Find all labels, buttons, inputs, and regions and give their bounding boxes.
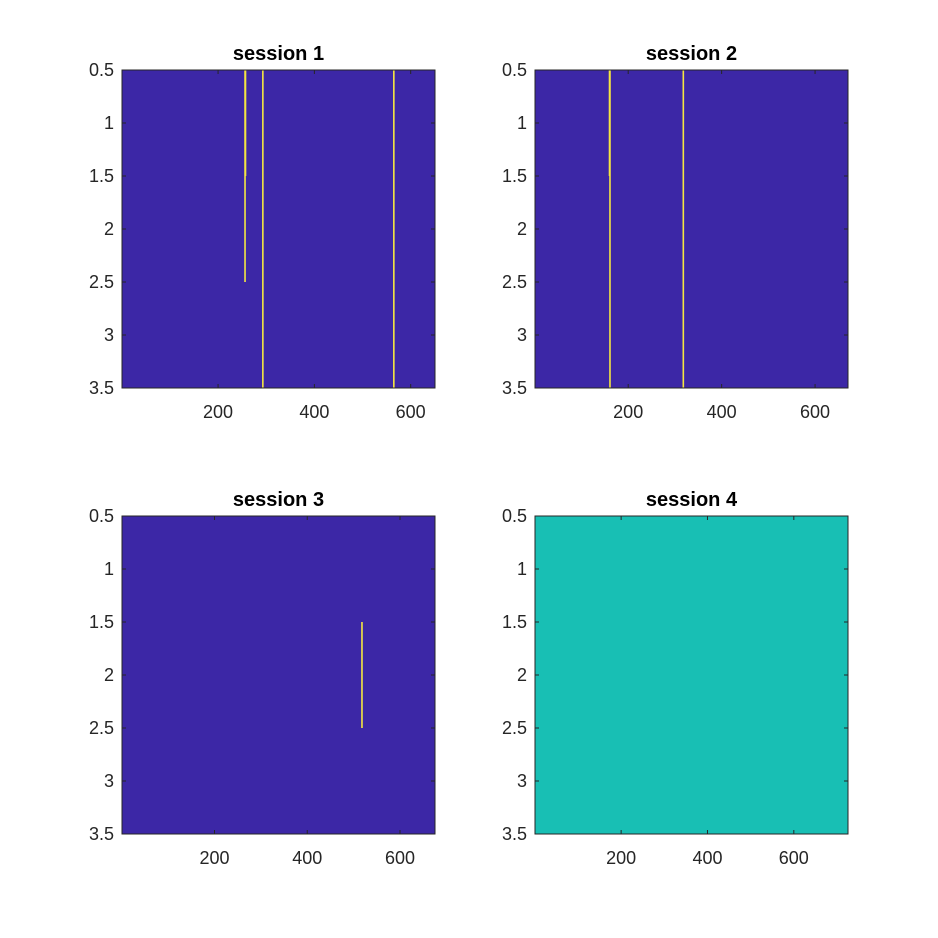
heatmap-stripe bbox=[682, 70, 685, 388]
x-tick-label: 200 bbox=[613, 402, 643, 422]
y-tick-label: 2.5 bbox=[89, 718, 114, 738]
y-tick-label: 1.5 bbox=[89, 612, 114, 632]
x-tick-label: 600 bbox=[396, 402, 426, 422]
y-tick-label: 3.5 bbox=[502, 378, 527, 398]
subplot-2: 0.5 1 1.5 2 2.5 3 3.5 200 400 600 session 2 bbox=[502, 43, 849, 422]
y-tick-label: 2 bbox=[517, 665, 527, 685]
heatmap-field bbox=[122, 70, 435, 388]
subplot-title: session 2 bbox=[646, 43, 737, 65]
y-tick-label: 3 bbox=[517, 771, 527, 791]
subplot-title: session 3 bbox=[233, 489, 324, 511]
y-tick-label: 3.5 bbox=[89, 824, 114, 844]
x-tick-label: 600 bbox=[385, 848, 415, 868]
x-tick-label: 200 bbox=[606, 848, 636, 868]
y-tick-label: 0.5 bbox=[89, 506, 114, 526]
x-tick-label: 600 bbox=[800, 402, 830, 422]
y-tick-label: 1 bbox=[517, 113, 527, 133]
heatmap-stripe bbox=[361, 622, 363, 728]
y-tick-label: 3.5 bbox=[89, 378, 114, 398]
x-tick-label: 400 bbox=[692, 848, 722, 868]
y-tick-label: 3 bbox=[517, 325, 527, 345]
heatmap-field bbox=[122, 516, 435, 834]
heatmap-stripe bbox=[609, 70, 611, 388]
y-tick-label: 0.5 bbox=[89, 60, 114, 80]
y-tick-label: 3 bbox=[104, 325, 114, 345]
heatmap-stripe bbox=[262, 70, 264, 388]
x-tick-label: 400 bbox=[707, 402, 737, 422]
y-tick-label: 1 bbox=[104, 559, 114, 579]
x-tick-label: 400 bbox=[292, 848, 322, 868]
x-tick-label: 400 bbox=[299, 402, 329, 422]
y-tick-label: 2.5 bbox=[502, 272, 527, 292]
y-tick-label: 1.5 bbox=[89, 166, 114, 186]
y-tick-label: 3.5 bbox=[502, 824, 527, 844]
subplot-title: session 1 bbox=[233, 43, 324, 65]
y-tick-label: 3 bbox=[104, 771, 114, 791]
subplot-title: session 4 bbox=[646, 489, 738, 511]
y-tick-label: 2.5 bbox=[89, 272, 114, 292]
y-tick-label: 1.5 bbox=[502, 612, 527, 632]
heatmap-field bbox=[535, 516, 848, 834]
y-tick-label: 2 bbox=[517, 219, 527, 239]
y-tick-label: 2.5 bbox=[502, 718, 527, 738]
x-tick-label: 200 bbox=[203, 402, 233, 422]
y-tick-label: 0.5 bbox=[502, 506, 527, 526]
y-tick-label: 2 bbox=[104, 665, 114, 685]
x-tick-label: 200 bbox=[199, 848, 229, 868]
subplot-1: 0.5 1 1.5 2 2.5 3 3.5 200 400 600 session 1 bbox=[89, 43, 436, 422]
y-tick-label: 1 bbox=[517, 559, 527, 579]
subplot-4: 0.5 1 1.5 2 2.5 3 3.5 200 400 600 session 4 bbox=[502, 489, 849, 868]
subplot-3: 0.5 1 1.5 2 2.5 3 3.5 200 400 600 session 3 bbox=[89, 489, 436, 868]
x-tick-label: 600 bbox=[779, 848, 809, 868]
y-tick-label: 0.5 bbox=[502, 60, 527, 80]
heatmap-stripe bbox=[244, 70, 247, 176]
y-tick-label: 2 bbox=[104, 219, 114, 239]
heatmap-stripe bbox=[244, 176, 246, 282]
heatmap-stripe bbox=[393, 70, 395, 388]
y-tick-label: 1.5 bbox=[502, 166, 527, 186]
heatmap-field bbox=[535, 70, 848, 388]
y-tick-label: 1 bbox=[104, 113, 114, 133]
